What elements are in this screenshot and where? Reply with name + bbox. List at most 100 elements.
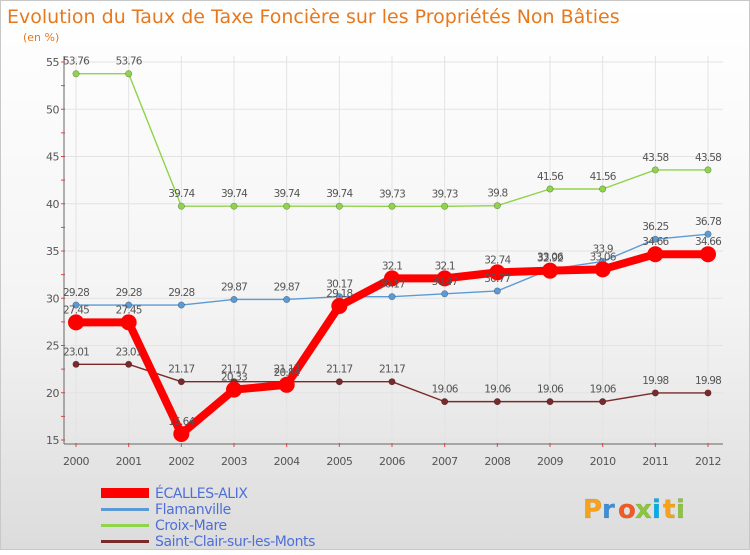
chart-title: Evolution du Taux de Taxe Foncière sur l… bbox=[7, 6, 620, 28]
data-label: 23.01 bbox=[63, 346, 89, 358]
data-point bbox=[651, 389, 659, 397]
data-label: 34.66 bbox=[642, 236, 669, 248]
data-point bbox=[125, 360, 133, 368]
data-label: 20.84 bbox=[274, 367, 301, 379]
data-point bbox=[704, 230, 712, 238]
x-tick-label: 2012 bbox=[695, 455, 721, 468]
data-label: 53.76 bbox=[116, 56, 143, 68]
data-label: 32.1 bbox=[435, 260, 455, 272]
data-label: 39.74 bbox=[168, 188, 195, 200]
data-label: 19.98 bbox=[642, 375, 668, 387]
data-point bbox=[651, 235, 659, 243]
data-label: 30.77 bbox=[484, 273, 510, 285]
y-tick-label: 45 bbox=[46, 151, 59, 164]
x-tick-label: 2006 bbox=[379, 455, 405, 468]
x-tick-label: 2005 bbox=[326, 455, 352, 468]
data-point bbox=[177, 378, 185, 386]
data-point bbox=[542, 262, 558, 279]
data-point bbox=[125, 70, 133, 78]
data-label: 39.74 bbox=[274, 188, 301, 200]
logo-letter: P bbox=[583, 495, 602, 525]
data-label: 19.06 bbox=[537, 384, 564, 396]
data-label: 29.87 bbox=[274, 281, 300, 293]
data-label: 33.06 bbox=[590, 251, 617, 263]
data-point bbox=[177, 202, 185, 210]
data-label: 30.47 bbox=[432, 276, 458, 288]
logo-letter: x bbox=[635, 495, 652, 525]
data-point bbox=[72, 360, 80, 368]
series-layer bbox=[68, 70, 716, 442]
legend-swatch bbox=[101, 524, 149, 527]
data-labels: 27.45 27.45 15.64 20.33 20.84 29.18 32.1 32.1 32… bbox=[63, 56, 723, 428]
data-label: 34.66 bbox=[695, 236, 722, 248]
data-label: 21.17 bbox=[221, 364, 247, 376]
legend-label: ÉCALLES-ALIX bbox=[155, 485, 248, 502]
data-point bbox=[436, 270, 453, 287]
y-tick-label: 30 bbox=[46, 292, 59, 305]
data-point bbox=[120, 314, 137, 331]
y-tick-label: 20 bbox=[46, 387, 59, 400]
y-tick-label: 35 bbox=[46, 245, 59, 258]
data-point bbox=[388, 202, 396, 210]
data-label: 39.73 bbox=[432, 188, 458, 200]
y-tick-label: 55 bbox=[46, 56, 59, 69]
data-point bbox=[388, 293, 396, 301]
axes: 15 20 25 30 35 40 45 50 55 2000 2001 2002 2003 2004 20… bbox=[46, 56, 723, 468]
legend: ÉCALLES-ALIXFlamanvilleCroix-MareSaint-C… bbox=[101, 485, 316, 550]
x-tick-label: 2011 bbox=[642, 455, 668, 468]
legend-swatch bbox=[101, 488, 149, 498]
data-label: 39.8 bbox=[487, 188, 507, 200]
data-label: 21.17 bbox=[274, 364, 300, 376]
data-point bbox=[599, 185, 607, 193]
x-tick-label: 2002 bbox=[168, 455, 194, 468]
data-point bbox=[68, 314, 84, 331]
legend-label: Saint-Clair-sur-les-Monts bbox=[155, 534, 315, 550]
data-label: 19.06 bbox=[590, 384, 617, 396]
data-label: 29.18 bbox=[326, 288, 352, 300]
data-point bbox=[647, 246, 664, 263]
x-tick-label: 2009 bbox=[537, 455, 563, 468]
data-point bbox=[594, 261, 611, 278]
data-point bbox=[177, 301, 185, 309]
data-point bbox=[335, 202, 343, 210]
data-label: 39.74 bbox=[221, 188, 248, 200]
data-point bbox=[441, 290, 449, 298]
x-tick-label: 2000 bbox=[63, 455, 89, 468]
data-label: 19.06 bbox=[432, 384, 459, 396]
data-label: 29.28 bbox=[168, 287, 194, 299]
x-tick-label: 2010 bbox=[590, 455, 616, 468]
data-label: 21.17 bbox=[168, 364, 194, 376]
data-label: 43.58 bbox=[642, 152, 668, 164]
data-point bbox=[283, 202, 291, 210]
data-point bbox=[704, 389, 712, 397]
data-point bbox=[278, 376, 295, 393]
data-label: 32.1 bbox=[382, 260, 402, 272]
data-label: 19.06 bbox=[484, 384, 511, 396]
data-point bbox=[226, 381, 242, 398]
data-point bbox=[335, 378, 343, 386]
logo-letter: t bbox=[663, 495, 675, 525]
data-label: 21.17 bbox=[326, 364, 352, 376]
x-tick-label: 2003 bbox=[221, 455, 247, 468]
data-label: 43.58 bbox=[695, 152, 721, 164]
data-label: 32.92 bbox=[537, 253, 563, 265]
plot-grid bbox=[64, 56, 723, 443]
data-label: 23.01 bbox=[116, 346, 142, 358]
data-label: 27.45 bbox=[116, 304, 142, 316]
data-point bbox=[599, 398, 607, 406]
x-tick-label: 2008 bbox=[484, 455, 510, 468]
data-label: 33.06 bbox=[537, 251, 564, 263]
x-tick-label: 2004 bbox=[274, 455, 300, 468]
data-point bbox=[441, 398, 449, 406]
data-label: 20.33 bbox=[221, 372, 247, 384]
y-tick-label: 50 bbox=[46, 103, 59, 116]
data-point bbox=[125, 301, 133, 309]
data-point bbox=[546, 185, 554, 193]
logo-letter: i bbox=[652, 495, 661, 525]
data-point bbox=[72, 70, 80, 78]
data-point bbox=[546, 398, 554, 406]
data-label: 39.74 bbox=[326, 188, 353, 200]
